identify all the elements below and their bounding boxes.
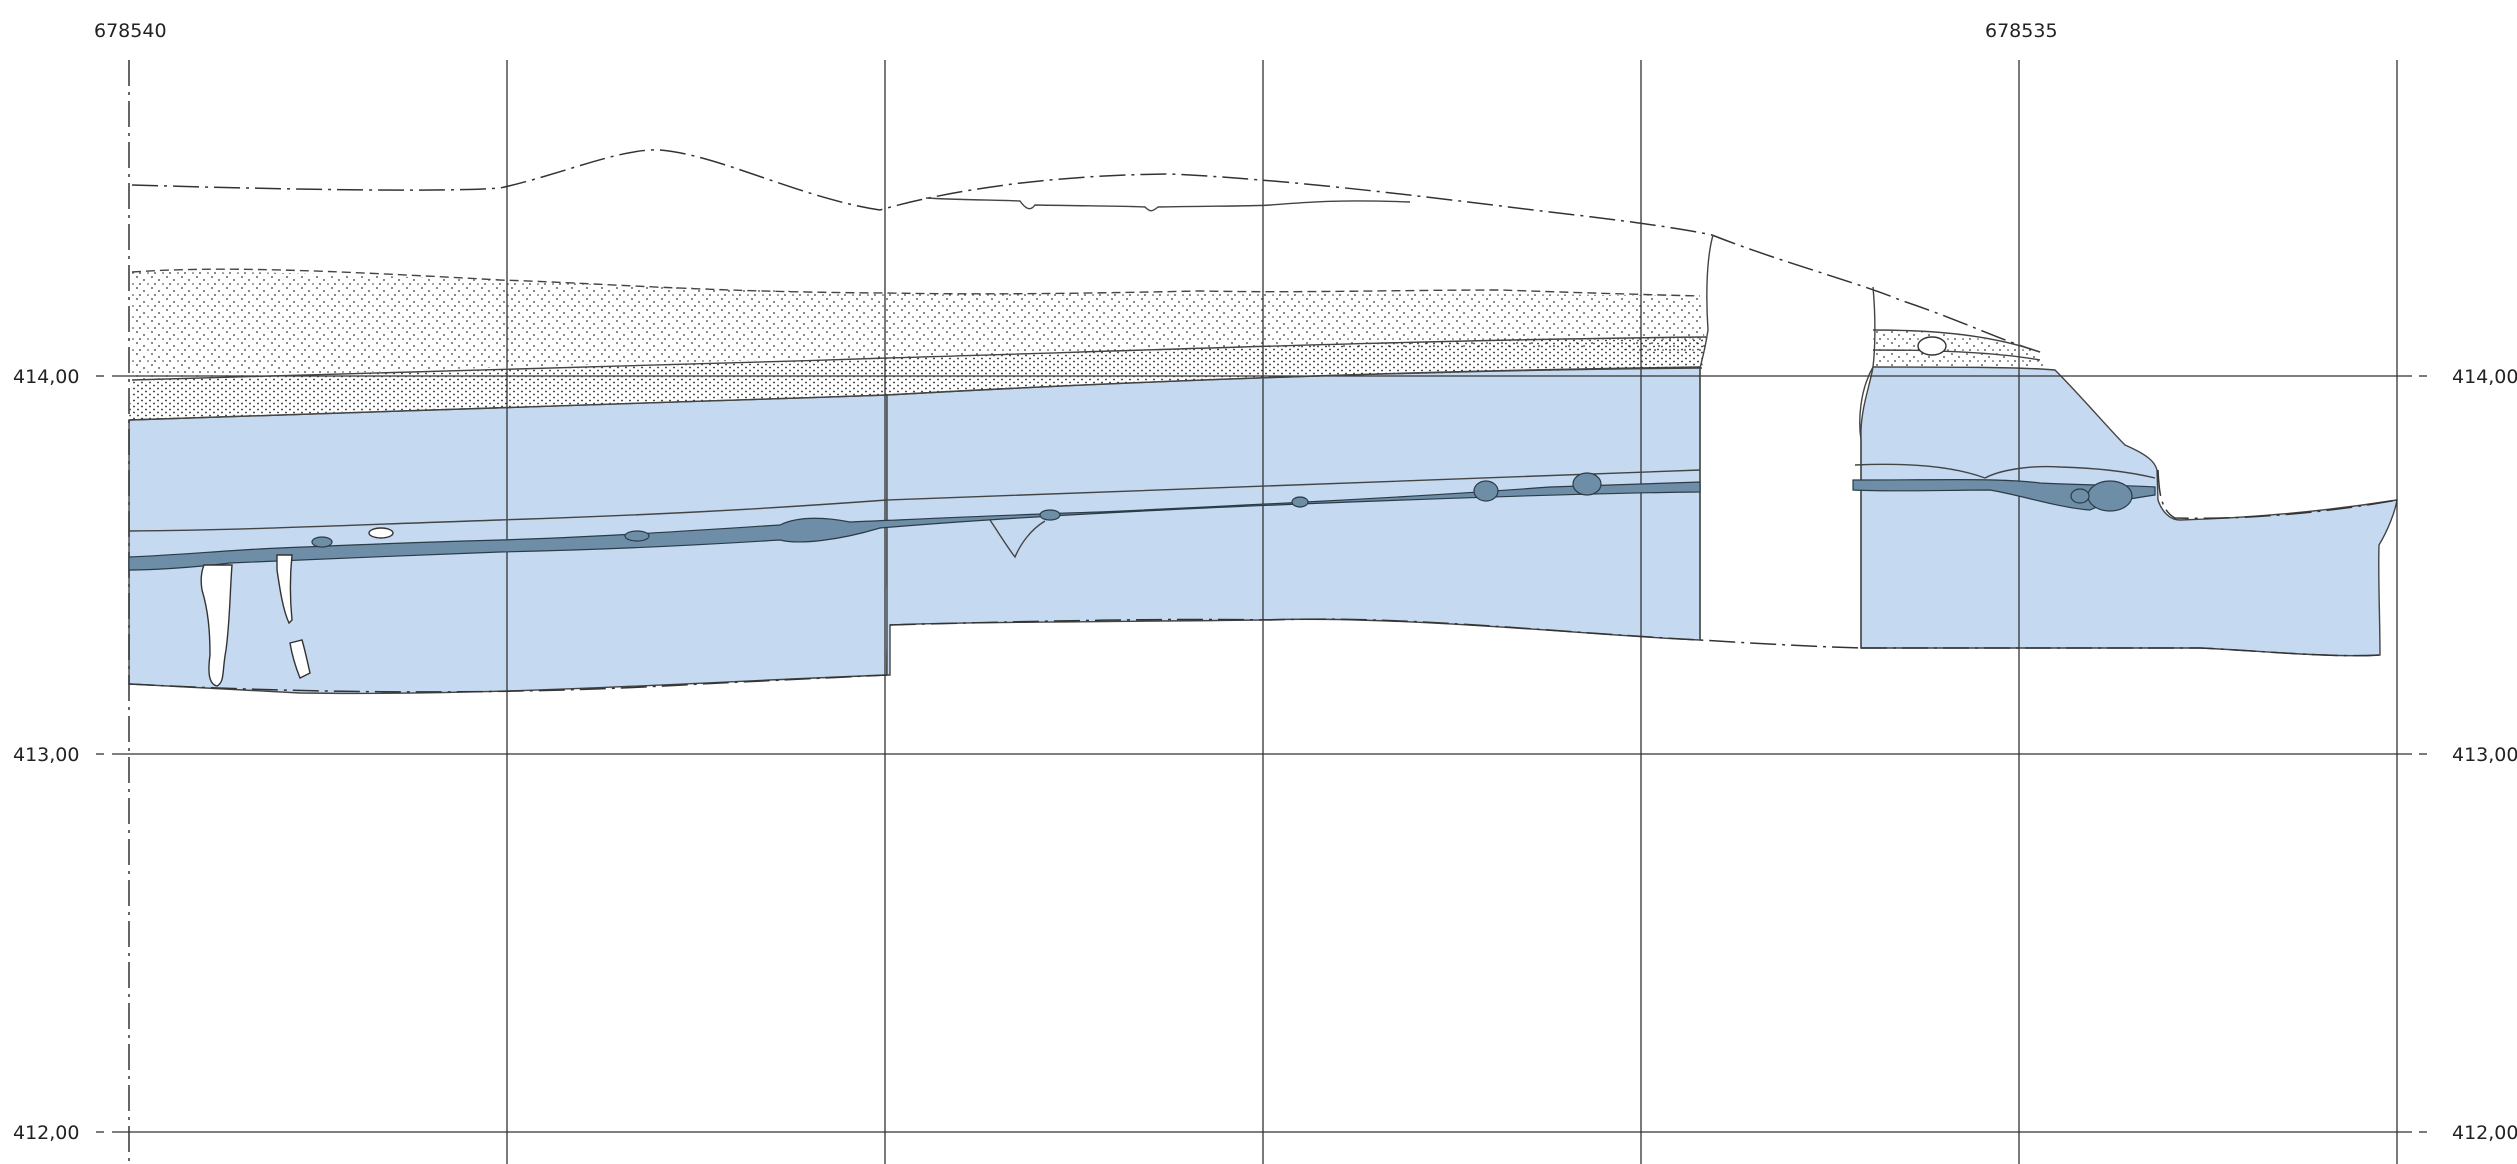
stippled-layer-right: [1873, 330, 2045, 367]
small-pit: [989, 519, 1046, 559]
y-label-413-right: 413,00: [2452, 744, 2517, 766]
stone-7: [311, 536, 333, 548]
stone-1: [1473, 480, 1499, 502]
void-2: [276, 554, 293, 625]
stone-band-left: [128, 481, 1701, 571]
pit-edge-left: [1699, 234, 1714, 640]
y-label-412-right: 412,00: [2452, 1122, 2517, 1144]
surface-line-modern: [925, 197, 1411, 212]
x-label-right: 678535: [1985, 20, 2058, 42]
y-label-413-left: 413,00: [13, 744, 79, 766]
void-1: [200, 564, 233, 687]
y-label-412-left: 412,00: [13, 1122, 79, 1144]
stone-2: [1572, 472, 1602, 496]
stone-6: [1039, 509, 1061, 521]
y-label-414-right: 414,00: [2452, 366, 2517, 388]
small-inclusion-left: [368, 527, 394, 539]
stone-8: [624, 530, 650, 542]
right-stone-outline: [1917, 336, 1947, 356]
blue-layer-middle: [886, 366, 1701, 676]
excavation-limit-right: [1861, 647, 2381, 657]
stippled-layer-light: [132, 271, 1706, 380]
y-label-414-left: 414,00: [13, 366, 79, 388]
right-edge-line: [2157, 469, 2398, 520]
stone-3: [2087, 480, 2133, 512]
stippled-top-dashed: [131, 268, 1701, 297]
stone-4: [2070, 488, 2090, 504]
blue-layer-right: [1860, 366, 2398, 657]
void-3: [289, 639, 311, 679]
stippled-layer-dense: [129, 337, 1706, 420]
pit-edge-right: [1859, 286, 1876, 648]
surface-line-upper: [131, 149, 2041, 353]
excavation-limit-left: [128, 674, 888, 693]
horizon-line-right: [1854, 463, 2156, 479]
stippled-lower-line-1: [131, 336, 1707, 381]
right-stipple-lines: [1872, 329, 2041, 361]
x-label-left: 678540: [94, 20, 167, 42]
excavation-limit-middle: [889, 618, 1862, 649]
stone-5: [1291, 496, 1309, 508]
